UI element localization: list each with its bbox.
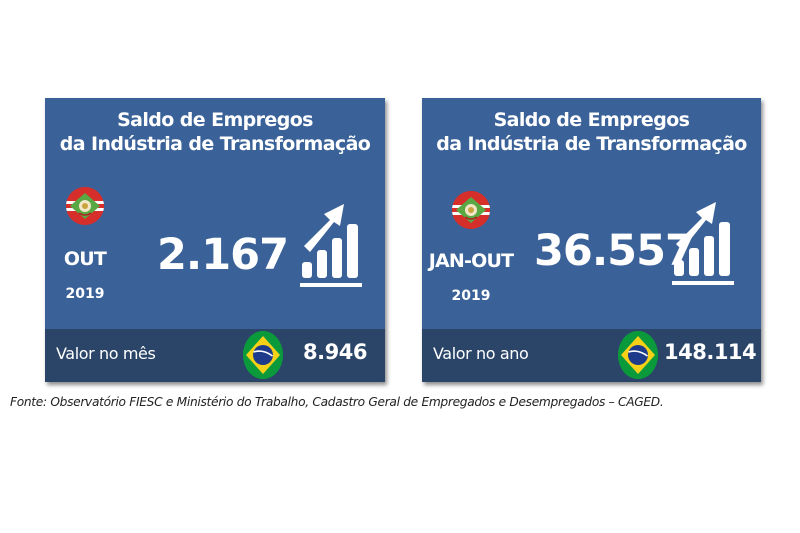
chart-growth-icon [300, 200, 364, 292]
card-title: Saldo de Empregos da Indústria de Transf… [45, 108, 385, 156]
national-value: 148.114 [664, 340, 757, 364]
industry-balance-value: 2.167 [157, 230, 289, 280]
santa-catarina-flag-icon [66, 187, 104, 225]
title-line-1: Saldo de Empregos [117, 109, 313, 131]
footer-label: Valor no ano [433, 344, 529, 363]
year-label: 2019 [65, 286, 105, 302]
title-line-2: da Indústria de Transformação [59, 133, 371, 155]
national-value: 8.946 [303, 340, 367, 364]
year-label: 2019 [451, 288, 491, 304]
industry-balance-value: 36.557 [534, 226, 695, 276]
card-footer: Valor no ano 148.114 [422, 329, 761, 382]
title-line-1: Saldo de Empregos [493, 109, 690, 131]
brazil-flag-icon [243, 331, 283, 379]
card-title: Saldo de Empregos da Indústria de Transf… [422, 108, 761, 156]
brazil-flag-icon [618, 331, 658, 379]
period-label: OUT [63, 248, 107, 270]
card-footer: Valor no mês 8.946 [45, 329, 385, 382]
source-caption: Fonte: Observatório FIESC e Ministério d… [10, 395, 664, 409]
footer-label: Valor no mês [56, 344, 156, 363]
period-label: JAN-OUT [428, 250, 514, 272]
title-line-2: da Indústria de Transformação [436, 133, 747, 155]
chart-growth-icon [672, 198, 736, 290]
santa-catarina-flag-icon [452, 191, 490, 229]
monthly-balance-card: Saldo de Empregos da Indústria de Transf… [45, 98, 385, 382]
yearly-balance-card: Saldo de Empregos da Indústria de Transf… [422, 98, 761, 382]
